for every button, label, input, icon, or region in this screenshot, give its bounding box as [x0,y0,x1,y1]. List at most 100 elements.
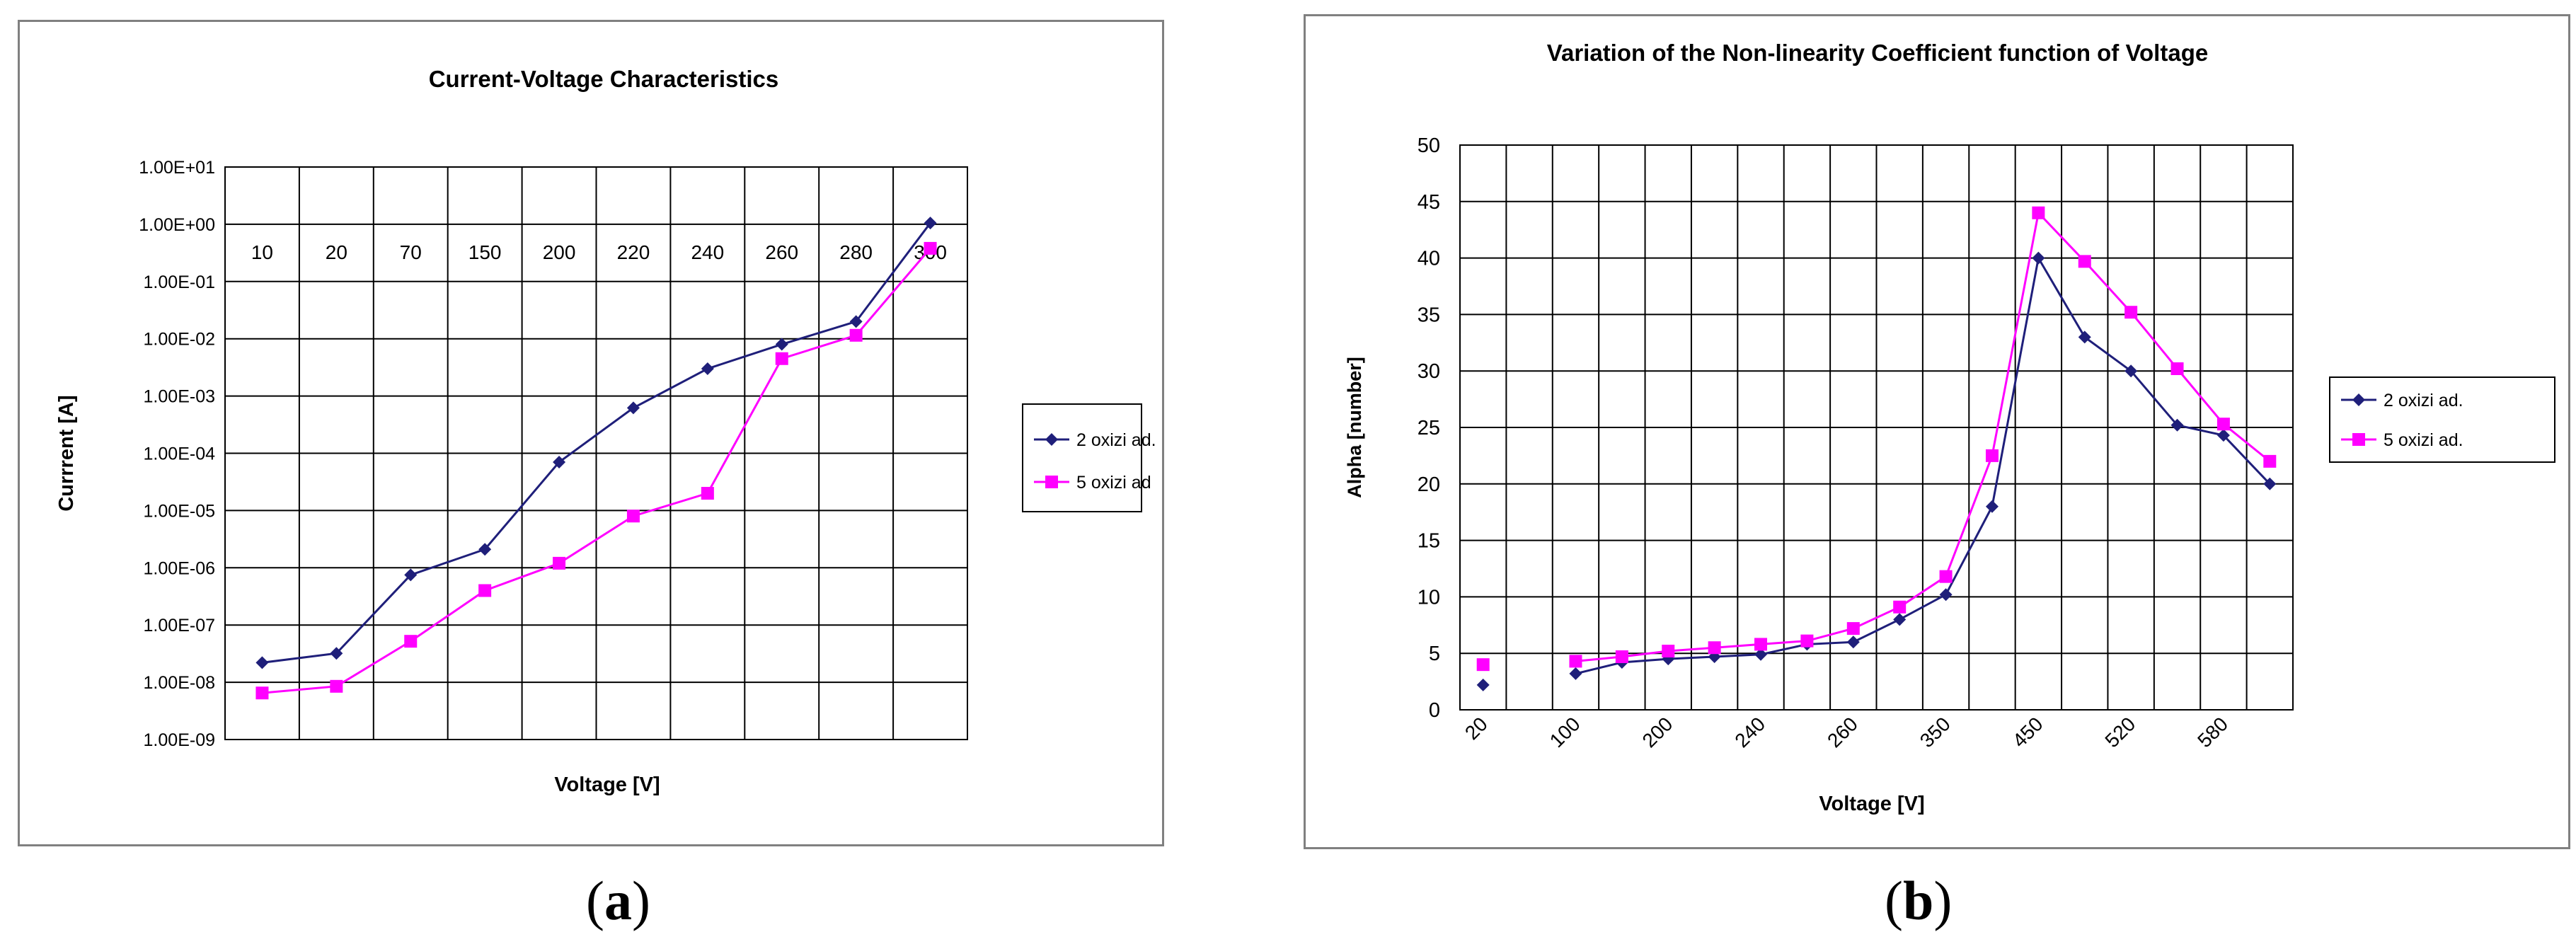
y-tick-label-10: 50 [1418,134,1440,157]
y-tick-label-5: 1.00E-04 [144,444,216,464]
x-axis-label: Voltage [V] [1819,793,1924,815]
series-1-point-12 [2032,206,2045,219]
y-tick-label-2: 1.00E-07 [144,616,215,635]
legend-box [2329,376,2555,463]
series-1-point-10 [1939,570,1953,583]
legend-label-0: 2 oxizi ad. [1076,430,1156,450]
x-tick-label-14: 520 [2100,713,2139,752]
series-1-point-2 [404,635,418,648]
y-tick-label-6: 30 [1418,360,1440,383]
chart-panel-b: Variation of the Non-linearity Coefficie… [1304,14,2570,849]
y-tick-label-2: 10 [1418,586,1440,609]
legend-label-1: 5 oxizi ad [1076,473,1151,493]
x-tick-label-0: 10 [251,241,273,263]
series-0-point-2 [404,568,418,582]
x-tick-label-12: 450 [2008,713,2047,752]
legend-marker-1 [1045,476,1058,488]
x-tick-label-3: 150 [468,241,502,263]
series-0-point-12 [2032,251,2045,265]
caption-b: (b) [1885,870,1953,931]
series-1-point-11 [1985,449,1999,462]
legend-box [1022,403,1142,512]
series-1-point-14 [2124,306,2138,319]
series-0-point-6 [701,362,714,376]
y-axis-label: Alpha [number] [1344,357,1365,498]
x-tick-label-5: 220 [617,241,650,263]
series-0-line-0 [262,222,931,664]
series-0-point-5 [626,401,640,415]
y-tick-label-4: 1.00E-05 [144,501,215,521]
series-0-point-0 [1476,678,1490,691]
y-axis-label: Currrent [A] [55,395,78,511]
y-tick-label-0: 0 [1429,699,1440,722]
x-tick-label-4: 200 [543,241,576,263]
series-1-point-8 [1846,622,1860,635]
series-0-point-9 [924,217,937,230]
caption-a-letter: a [604,870,632,931]
plot-area [1459,144,2294,711]
series-1-point-9 [1893,600,1907,614]
series-1-point-1 [330,679,343,693]
series-0-point-14 [2124,364,2138,378]
x-tick-label-0: 20 [1461,713,1492,744]
y-tick-label-6: 1.00E-03 [144,387,215,407]
caption-a: (a) [586,870,650,931]
y-tick-label-9: 1.00E+00 [139,215,215,235]
series-1-point-13 [2078,255,2091,268]
y-tick-label-4: 20 [1418,473,1440,496]
series-1-point-6 [701,487,714,500]
chart-b-svg: Variation of the Non-linearity Coefficie… [1344,40,2555,815]
x-tick-label-16: 580 [2193,713,2232,752]
plot-area [224,166,968,740]
chart-title: Variation of the Non-linearity Coefficie… [1547,40,2208,66]
x-axis-label: Voltage [V] [554,773,660,796]
series-1-line-1 [1575,210,2271,662]
y-tick-label-3: 1.00E-06 [144,558,215,578]
series-1-point-9 [924,241,937,255]
caption-b-letter: b [1902,870,1934,931]
y-tick-label-9: 45 [1418,191,1440,214]
y-tick-label-1: 1.00E-08 [144,673,215,693]
legend-marker-1 [2352,433,2365,446]
series-1-line-0 [262,247,931,694]
chart-a-svg: Current-Voltage Characteristics 1.00E-09 1… [55,66,1156,796]
x-tick-label-4: 200 [1638,713,1677,752]
series-1-point-6 [1754,638,1768,651]
series-0-point-7 [775,338,788,351]
series-1-point-3 [478,584,492,597]
series-1-point-7 [1800,634,1814,648]
y-tick-label-10: 1.00E+01 [139,158,215,178]
series-0-point-13 [2078,330,2091,344]
x-tick-label-10: 350 [1916,713,1955,752]
x-tick-label-2: 70 [400,241,422,263]
y-tick-label-0: 1.00E-09 [144,730,215,750]
legend-label-0: 2 oxizi ad. [2384,391,2463,410]
series-0-point-0 [255,656,269,669]
series-0-point-3 [478,543,492,556]
series-0-point-6 [1754,648,1768,661]
x-tick-label-6: 240 [691,241,724,263]
series-0-point-17 [2263,477,2277,490]
y-tick-label-3: 15 [1418,530,1440,553]
series-1-point-17 [2263,454,2277,468]
series-0-point-10 [1939,588,1953,602]
series-0-point-1 [330,647,343,660]
series-1-point-5 [626,510,640,523]
x-tick-label-1: 20 [326,241,347,263]
series-1-point-2 [1569,655,1582,668]
series-1-point-15 [2170,362,2184,376]
series-0-point-9 [1893,613,1907,626]
series-0-point-16 [2216,429,2230,442]
series-0-point-8 [849,315,863,328]
series-0-point-11 [1985,500,1999,513]
y-tick-label-8: 40 [1418,248,1440,270]
series-0-line-1 [1575,255,2271,675]
legend-label-1: 5 oxizi ad. [2384,430,2463,450]
series-1-point-0 [255,686,269,700]
chart-panel-a: Current-Voltage Characteristics 1.00E-09 1… [18,20,1164,846]
x-tick-label-2: 100 [1546,713,1585,752]
series-1-point-3 [1615,650,1628,663]
series-1-point-8 [849,328,863,342]
x-tick-label-8: 280 [839,241,873,263]
series-0-point-15 [2170,418,2184,432]
